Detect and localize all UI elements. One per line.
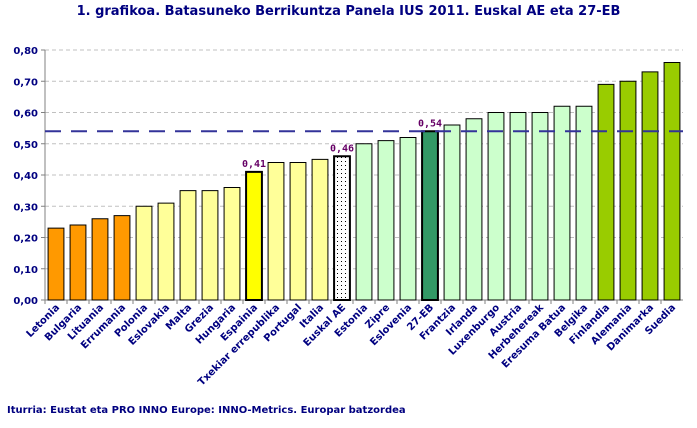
bar	[355, 143, 373, 301]
bar	[47, 227, 65, 301]
bar	[69, 224, 87, 301]
data-label: 0,41	[242, 159, 266, 170]
bar	[553, 105, 571, 301]
y-tick-label: 0,30	[13, 202, 38, 213]
bar	[399, 137, 417, 301]
bar	[663, 62, 681, 301]
bar	[443, 124, 461, 301]
bar	[465, 118, 483, 301]
bar	[245, 170, 263, 301]
bar	[201, 190, 219, 301]
bar	[377, 140, 395, 301]
y-tick-label: 0,60	[13, 109, 38, 120]
y-tick-label: 0,20	[13, 234, 38, 245]
y-tick-label: 0,70	[13, 77, 38, 88]
bar	[421, 130, 439, 301]
y-tick-label: 0,80	[13, 46, 38, 57]
bar	[575, 105, 593, 301]
bar	[333, 155, 351, 301]
bar	[135, 205, 153, 301]
bar	[91, 218, 109, 301]
bar	[531, 112, 549, 301]
y-tick-label: 0,50	[13, 140, 38, 151]
bar	[113, 215, 131, 301]
bar	[487, 112, 505, 301]
bar	[597, 83, 615, 301]
source-note: Iturria: Eustat eta PRO INNO Europe: INN…	[7, 405, 406, 416]
bar	[223, 187, 241, 301]
data-label: 0,54	[418, 118, 442, 129]
y-tick-label: 0,10	[13, 265, 38, 276]
bar	[289, 162, 307, 301]
bar	[157, 202, 175, 301]
chart-title: 1. grafikoa. Batasuneko Berrikuntza Pane…	[76, 4, 621, 19]
data-label: 0,46	[330, 143, 354, 154]
bar	[509, 112, 527, 301]
bar	[641, 71, 659, 301]
bar	[311, 158, 329, 301]
y-tick-label: 0,00	[13, 296, 38, 307]
bar	[267, 162, 285, 301]
y-tick-label: 0,40	[13, 171, 38, 182]
bar	[619, 80, 637, 301]
bar	[179, 190, 197, 301]
